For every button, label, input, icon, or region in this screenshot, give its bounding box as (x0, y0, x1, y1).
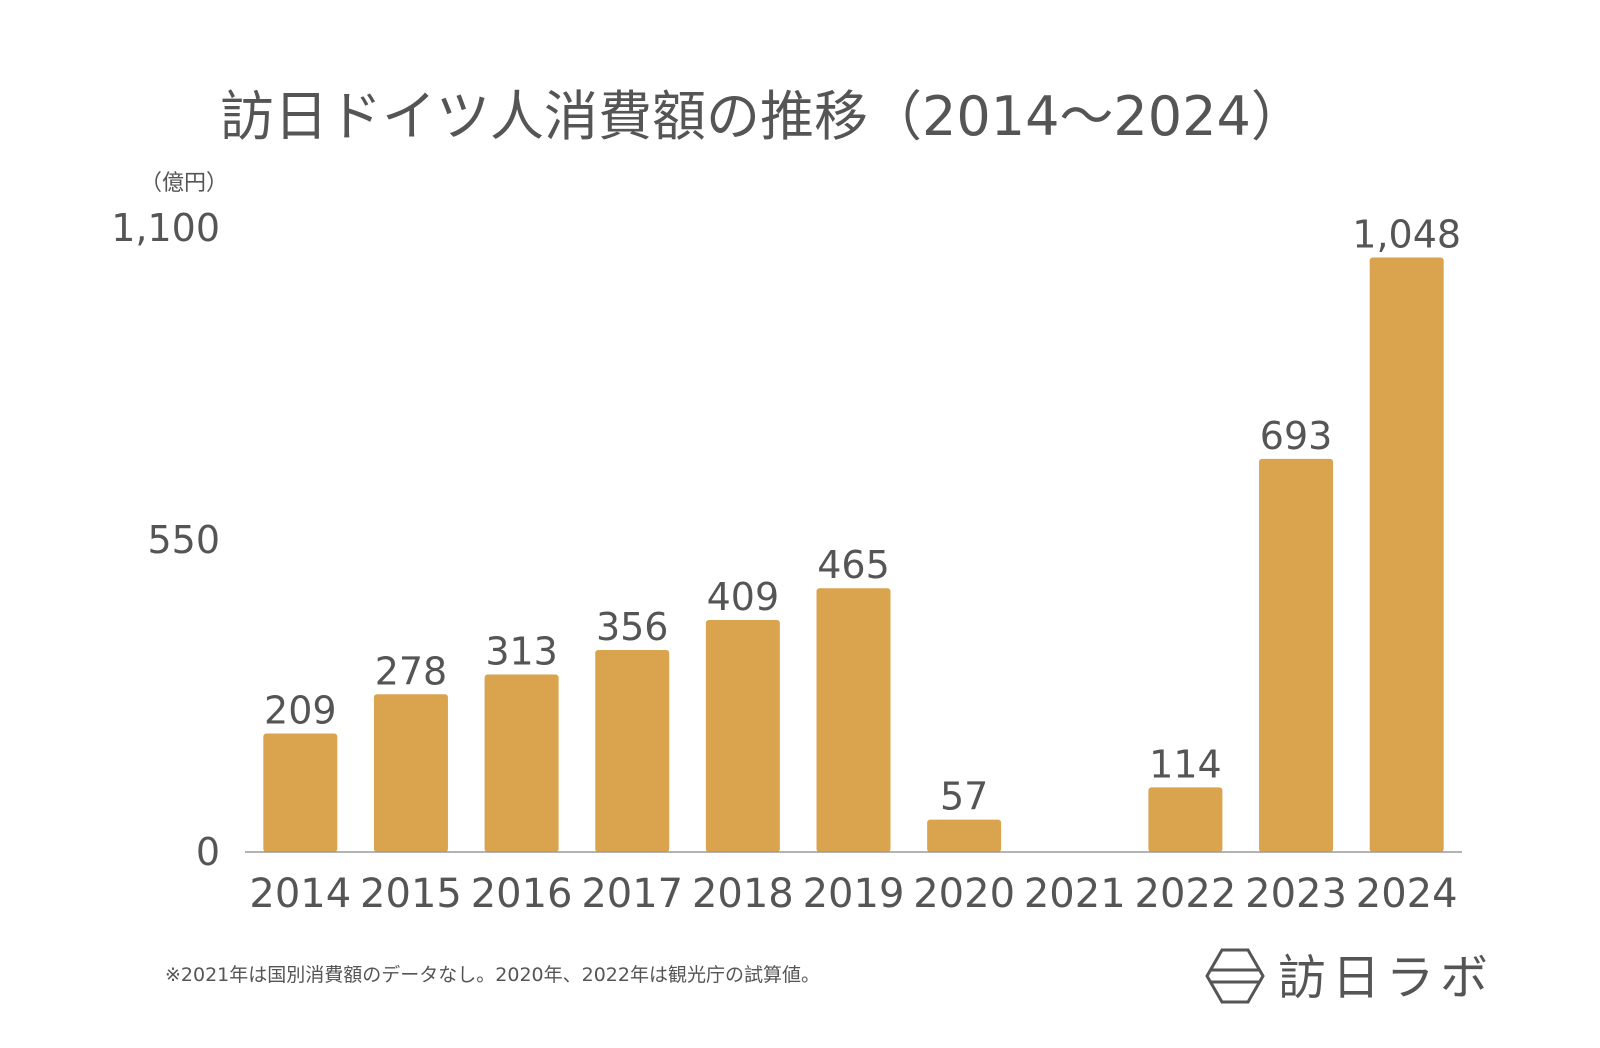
value-label-2023: 693 (1260, 414, 1333, 458)
x-tick-label-2014: 2014 (249, 871, 351, 917)
value-labels: 209 278 313 356 409 465 57 114 693 1,048 (264, 212, 1461, 818)
footnote: ※2021年は国別消費額のデータなし。2020年、2022年は観光庁の試算値。 (165, 964, 820, 986)
value-label-2020: 57 (940, 775, 988, 819)
bar-2020 (927, 819, 1002, 852)
hexagon-logo-icon (1205, 948, 1265, 1004)
value-label-2017: 356 (596, 605, 669, 649)
value-label-2024: 1,048 (1352, 212, 1461, 256)
y-tick-label: 0 (196, 830, 220, 874)
value-label-2018: 409 (707, 575, 780, 619)
y-axis-ticks: 0 550 1,100 (111, 206, 220, 874)
chart-title: 訪日ドイツ人消費額の推移（2014〜2024） (220, 85, 1305, 148)
x-tick-label-2020: 2020 (913, 871, 1015, 917)
bars (263, 257, 1444, 852)
x-tick-label-2024: 2024 (1356, 871, 1458, 917)
bar-2023 (1259, 458, 1334, 852)
x-tick-label-2019: 2019 (803, 871, 905, 917)
brand-name: 訪日ラボ (1278, 950, 1494, 1006)
x-tick-label-2015: 2015 (360, 871, 462, 917)
x-tick-label-2023: 2023 (1245, 871, 1347, 917)
value-label-2019: 465 (817, 543, 890, 587)
bar-2017 (595, 650, 670, 852)
value-label-2015: 278 (375, 649, 448, 693)
x-axis-labels: 2014 2015 2016 2017 2018 2019 2020 2021 2022 2023… (249, 871, 1457, 917)
x-tick-label-2017: 2017 (581, 871, 683, 917)
y-tick-label: 550 (147, 518, 220, 562)
bar-2022 (1148, 787, 1223, 852)
x-tick-label-2018: 2018 (692, 871, 794, 917)
bar-2016 (484, 674, 559, 852)
bar-2019 (816, 588, 891, 852)
value-label-2014: 209 (264, 688, 337, 732)
y-tick-label: 1,100 (111, 206, 220, 250)
value-label-2022: 114 (1149, 742, 1222, 786)
bar-2014 (263, 733, 338, 852)
x-tick-label-2021: 2021 (1024, 871, 1126, 917)
bar-2018 (705, 619, 780, 852)
x-tick-label-2016: 2016 (471, 871, 573, 917)
bar-2015 (373, 694, 448, 852)
x-tick-label-2022: 2022 (1135, 871, 1237, 917)
bar-2024 (1369, 257, 1444, 852)
y-axis-unit-label: （億円） (140, 171, 228, 196)
brand-logo: 訪日ラボ (1205, 948, 1494, 1006)
value-label-2016: 313 (485, 629, 558, 673)
